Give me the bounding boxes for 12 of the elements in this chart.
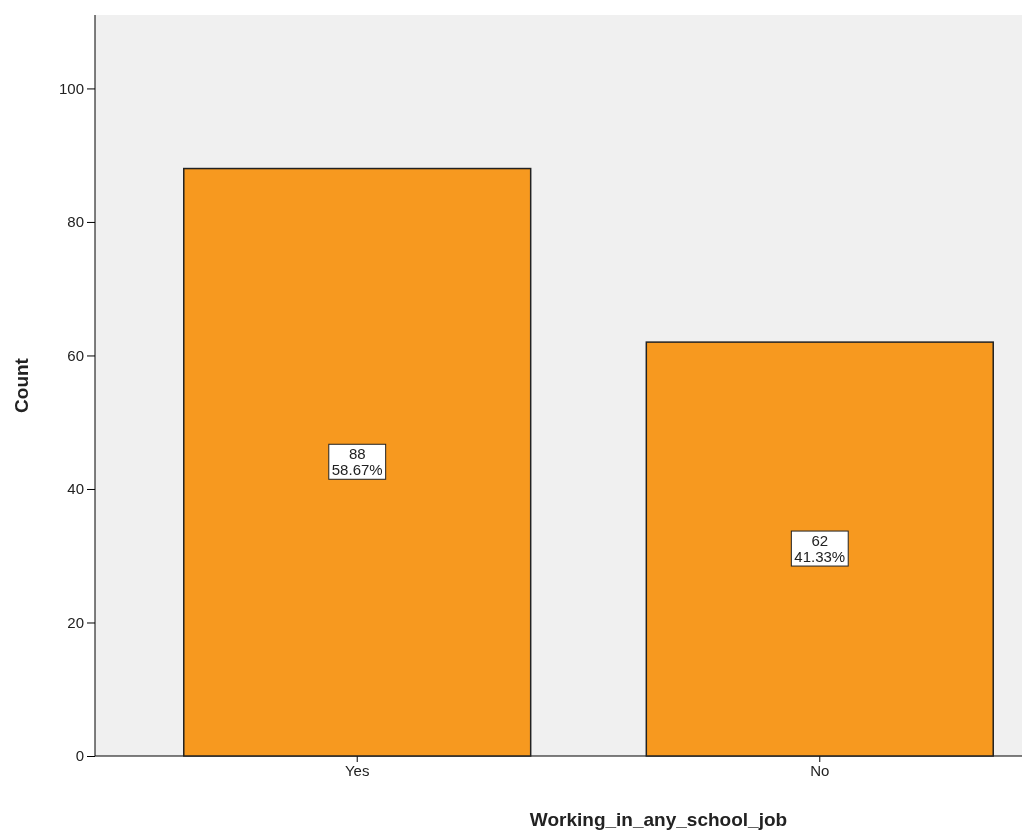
x-axis-title: Working_in_any_school_job (529, 809, 788, 830)
x-tick-label: No (810, 761, 830, 779)
data-label: 62 41.33% (794, 532, 846, 566)
y-tick-label: 100 (58, 79, 84, 97)
y-tick-label: 20 (67, 613, 84, 631)
x-tick-label: Yes (344, 761, 370, 779)
y-axis-title: Count (11, 357, 32, 413)
y-tick-label: 80 (67, 213, 84, 231)
data-label: 88 58.67% (331, 445, 383, 479)
y-tick-label: 40 (67, 480, 84, 498)
y-tick-label: 60 (67, 346, 84, 364)
y-tick-label: 0 (75, 747, 84, 765)
